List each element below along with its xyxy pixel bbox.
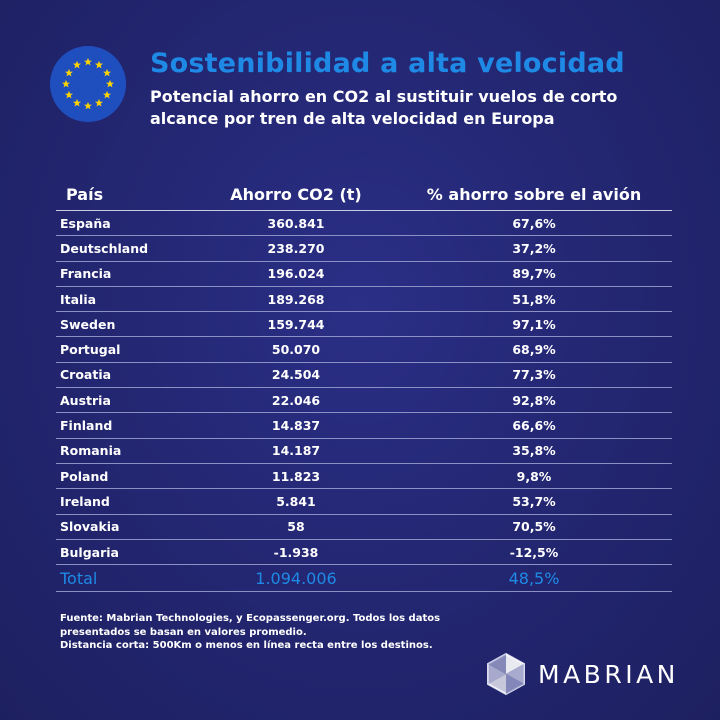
table-row: Bulgaria -1.938 -12,5%	[56, 539, 672, 566]
table-row: España 360.841 67,6%	[56, 210, 672, 237]
table-row: Deutschland 238.270 37,2%	[56, 235, 672, 262]
star-icon	[64, 90, 73, 99]
table-body: España 360.841 67,6% Deutschland 238.270 37,2…	[56, 210, 672, 593]
star-icon	[84, 101, 92, 110]
table-row: Francia 196.024 89,7%	[56, 261, 672, 287]
savings-cell: 22.046	[196, 387, 396, 414]
star-icon	[95, 60, 103, 69]
percent-cell: 9,8%	[396, 463, 672, 490]
savings-cell: 14.837	[196, 412, 396, 439]
country-cell: Sweden	[56, 311, 196, 338]
table-row: Ireland 5.841 53,7%	[56, 488, 672, 515]
percent-cell: 35,8%	[396, 438, 672, 464]
star-icon	[73, 60, 81, 69]
country-cell: Italia	[56, 286, 196, 313]
column-header-percent: % ahorro sobre el avión	[396, 178, 672, 211]
savings-cell: 14.187	[196, 438, 396, 464]
mabrian-logo-icon	[487, 652, 525, 696]
mabrian-logo: MABRIAN	[486, 652, 679, 696]
star-icon	[95, 98, 103, 107]
co2-savings-table: País Ahorro CO2 (t) % ahorro sobre el av…	[56, 178, 672, 593]
country-cell: Croatia	[56, 362, 196, 389]
savings-cell: 159.744	[196, 311, 396, 338]
table-header-row: País Ahorro CO2 (t) % ahorro sobre el av…	[56, 178, 672, 211]
percent-cell: -12,5%	[396, 539, 672, 566]
savings-cell: 360.841	[196, 210, 396, 237]
savings-cell: 58	[196, 514, 396, 540]
percent-cell: 66,6%	[396, 412, 672, 439]
savings-cell: 24.504	[196, 362, 396, 389]
source-line-1: Fuente: Mabrian Technologies, y Ecopasse…	[60, 613, 441, 638]
star-icon	[106, 79, 114, 88]
percent-cell: 67,6%	[396, 210, 672, 237]
savings-cell: 189.268	[196, 286, 396, 313]
table-row: Finland 14.837 66,6%	[56, 412, 672, 439]
savings-cell: -1.938	[196, 539, 396, 566]
country-cell: Slovakia	[56, 514, 196, 540]
percent-cell: 53,7%	[396, 488, 672, 515]
eu-flag-icon	[50, 46, 126, 122]
percent-cell: 77,3%	[396, 362, 672, 389]
savings-cell: 50.070	[196, 336, 396, 363]
country-cell: Francia	[56, 261, 196, 287]
savings-cell: 5.841	[196, 488, 396, 515]
source-line-2: Distancia corta: 500Km o menos en línea …	[60, 640, 433, 651]
country-cell: Finland	[56, 412, 196, 439]
savings-cell: 196.024	[196, 261, 396, 287]
data-table: País Ahorro CO2 (t) % ahorro sobre el av…	[56, 178, 672, 593]
total-row: Total 1.094.006 48,5%	[56, 564, 672, 593]
percent-cell: 89,7%	[396, 261, 672, 287]
percent-cell: 51,8%	[396, 286, 672, 313]
country-cell: Portugal	[56, 336, 196, 363]
source-note: Fuente: Mabrian Technologies, y Ecopasse…	[60, 612, 480, 653]
country-cell: Austria	[56, 387, 196, 414]
star-icon	[103, 90, 112, 99]
percent-cell: 37,2%	[396, 235, 672, 262]
country-cell: Poland	[56, 463, 196, 490]
table-row: Italia 189.268 51,8%	[56, 286, 672, 313]
country-cell: España	[56, 210, 196, 237]
mabrian-logo-text: MABRIAN	[538, 659, 679, 689]
country-cell: Romania	[56, 438, 196, 464]
percent-cell: 97,1%	[396, 311, 672, 338]
page-subtitle: Potencial ahorro en CO2 al sustituir vue…	[150, 87, 618, 128]
total-label: Total	[56, 564, 196, 593]
star-icon	[62, 79, 70, 88]
table-row: Poland 11.823 9,8%	[56, 463, 672, 490]
country-cell: Bulgaria	[56, 539, 196, 566]
total-percent: 48,5%	[396, 564, 672, 593]
percent-cell: 68,9%	[396, 336, 672, 363]
table-row: Slovakia 58 70,5%	[56, 514, 672, 540]
table-row: Croatia 24.504 77,3%	[56, 362, 672, 389]
savings-cell: 11.823	[196, 463, 396, 490]
total-savings: 1.094.006	[196, 564, 396, 593]
star-icon	[73, 98, 81, 107]
star-icon	[84, 57, 92, 66]
table-row: Sweden 159.744 97,1%	[56, 311, 672, 338]
country-cell: Ireland	[56, 488, 196, 515]
table-row: Austria 22.046 92,8%	[56, 387, 672, 414]
table-row: Portugal 50.070 68,9%	[56, 336, 672, 363]
column-header-country: País	[56, 178, 196, 211]
star-icon	[103, 68, 112, 77]
page-title: Sostenibilidad a alta velocidad	[150, 48, 625, 79]
percent-cell: 70,5%	[396, 514, 672, 540]
table-row: Romania 14.187 35,8%	[56, 438, 672, 464]
savings-cell: 238.270	[196, 235, 396, 262]
eu-stars	[62, 57, 114, 110]
percent-cell: 92,8%	[396, 387, 672, 414]
country-cell: Deutschland	[56, 235, 196, 262]
star-icon	[64, 68, 73, 77]
column-header-savings: Ahorro CO2 (t)	[196, 178, 396, 211]
